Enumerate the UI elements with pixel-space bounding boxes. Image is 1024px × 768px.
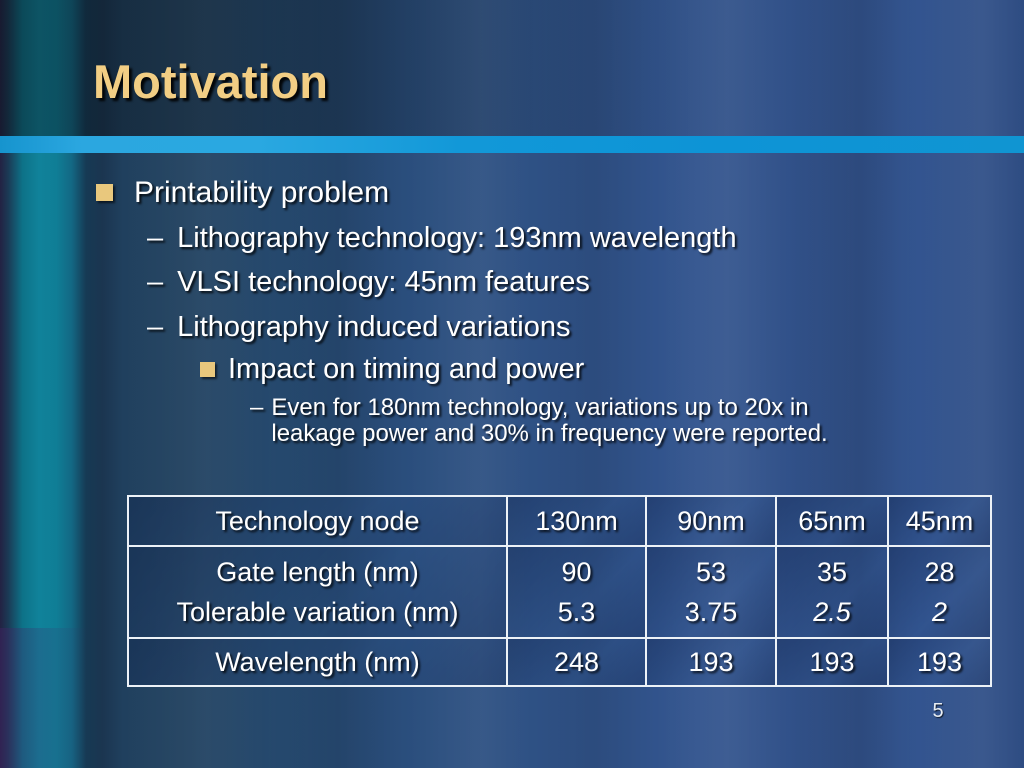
bullet-text-line1: Even for 180nm technology, variations up… [271, 394, 809, 421]
bullet-item-level2: – Lithography induced variations [147, 311, 571, 344]
bullet-item-level3: Impact on timing and power [200, 353, 584, 386]
value-wavelength-65nm: 193 [775, 637, 889, 687]
cell-90nm-gate-variation: 53 3.75 [645, 545, 777, 639]
bullet-item-level2: – Lithography technology: 193nm waveleng… [147, 222, 737, 255]
bullet-item-level4: – Even for 180nm technology, variations … [250, 395, 961, 447]
header-130nm: 130nm [506, 495, 647, 547]
header-45nm: 45nm [887, 495, 992, 547]
label-tolerable-variation: Tolerable variation (nm) [176, 597, 459, 627]
table-row-gate-length: Gate length (nm) Tolerable variation (nm… [127, 545, 992, 639]
value-gate-65nm: 35 [816, 557, 848, 587]
bullet-text: VLSI technology: 45nm features [177, 266, 590, 298]
value-gate-90nm: 53 [695, 557, 727, 587]
bullet-square-icon [96, 184, 113, 201]
technology-node-table: Technology node 130nm 90nm 65nm 45nm Gat… [127, 495, 992, 687]
row-label-wavelength: Wavelength (nm) [127, 637, 508, 687]
header-65nm: 65nm [775, 495, 889, 547]
value-wavelength-45nm: 193 [887, 637, 992, 687]
bullet-text-line2: leakage power and 30% in frequency were … [271, 420, 828, 447]
cell-65nm-gate-variation: 35 2.5 [775, 545, 889, 639]
title-divider-bar [0, 136, 1024, 153]
value-variation-90nm: 3.75 [684, 597, 738, 627]
header-90nm: 90nm [645, 495, 777, 547]
value-wavelength-130nm: 248 [506, 637, 647, 687]
dash-bullet-icon: – [147, 222, 164, 254]
bullet-square-icon [200, 362, 215, 377]
table-row-wavelength: Wavelength (nm) 248 193 193 193 [127, 637, 992, 687]
bullet-text: Lithography induced variations [177, 311, 571, 343]
value-variation-65nm: 2.5 [813, 597, 851, 627]
page-number: 5 [932, 700, 944, 722]
label-gate-length: Gate length (nm) [216, 557, 419, 587]
bullet-item-level1: Printability problem [96, 176, 389, 210]
row-label-gate-length: Gate length (nm) Tolerable variation (nm… [127, 545, 508, 639]
slide-title: Motivation [93, 55, 328, 108]
header-technology-node: Technology node [127, 495, 508, 547]
background-bottom-shade [0, 628, 90, 768]
bullet-text: Impact on timing and power [228, 353, 585, 385]
value-wavelength-90nm: 193 [645, 637, 777, 687]
dash-bullet-icon: – [147, 311, 164, 343]
cell-130nm-gate-variation: 90 5.3 [506, 545, 647, 639]
value-gate-45nm: 28 [924, 557, 955, 587]
bullet-item-level2: – VLSI technology: 45nm features [147, 266, 590, 299]
table-header-row: Technology node 130nm 90nm 65nm 45nm [127, 495, 992, 547]
dash-bullet-icon: – [250, 394, 264, 421]
value-variation-45nm: 2 [931, 597, 948, 627]
bullet-text: Printability problem [134, 176, 390, 209]
cell-45nm-gate-variation: 28 2 [887, 545, 992, 639]
bullet-text: Even for 180nm technology, variations up… [271, 395, 961, 447]
background-top-shade [0, 0, 1024, 136]
value-gate-130nm: 90 [561, 557, 592, 587]
bullet-text: Lithography technology: 193nm wavelength [177, 222, 737, 254]
dash-bullet-icon: – [147, 266, 164, 298]
value-variation-130nm: 5.3 [557, 597, 596, 627]
